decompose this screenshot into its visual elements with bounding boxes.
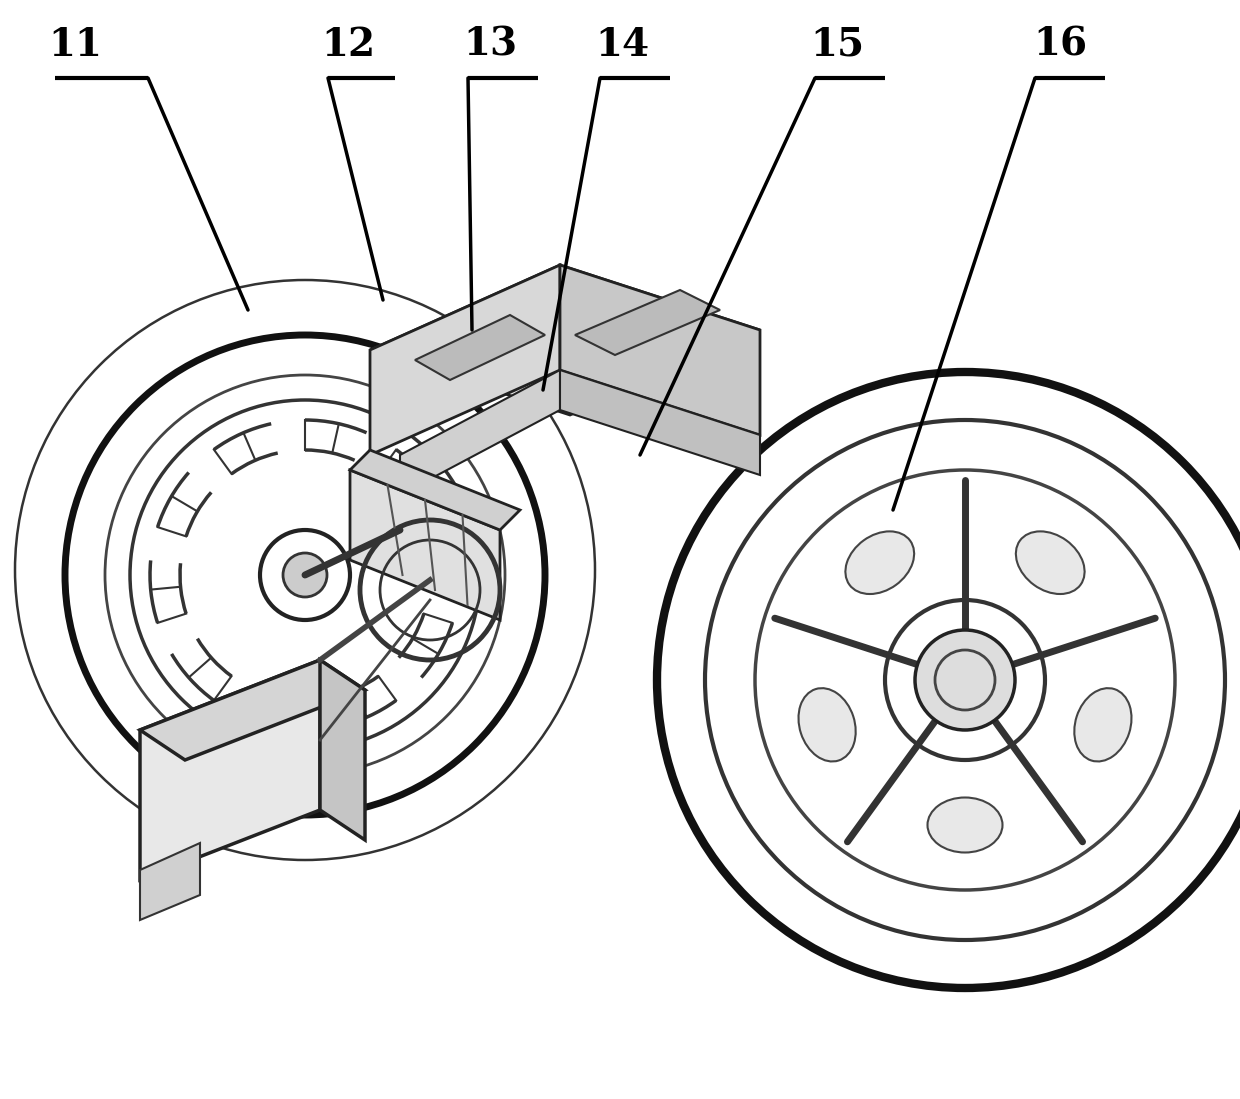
Circle shape xyxy=(283,553,327,597)
Text: 14: 14 xyxy=(595,26,649,64)
Ellipse shape xyxy=(799,688,856,762)
Text: 13: 13 xyxy=(463,26,517,64)
Ellipse shape xyxy=(928,798,1002,853)
Text: 12: 12 xyxy=(321,26,374,64)
Polygon shape xyxy=(140,660,320,880)
Polygon shape xyxy=(350,470,500,620)
Polygon shape xyxy=(415,315,546,380)
Polygon shape xyxy=(560,370,760,475)
Polygon shape xyxy=(350,449,520,530)
Polygon shape xyxy=(140,843,200,920)
Polygon shape xyxy=(140,660,365,761)
Polygon shape xyxy=(575,290,720,355)
Text: 11: 11 xyxy=(48,26,102,64)
Polygon shape xyxy=(370,265,760,415)
Polygon shape xyxy=(401,370,560,495)
Ellipse shape xyxy=(846,532,914,595)
Polygon shape xyxy=(370,265,560,455)
Text: 16: 16 xyxy=(1033,26,1087,64)
Text: 15: 15 xyxy=(810,26,864,64)
Ellipse shape xyxy=(1074,688,1132,762)
Polygon shape xyxy=(320,660,365,840)
Circle shape xyxy=(915,630,1016,730)
Ellipse shape xyxy=(1016,532,1085,595)
Polygon shape xyxy=(560,265,760,435)
